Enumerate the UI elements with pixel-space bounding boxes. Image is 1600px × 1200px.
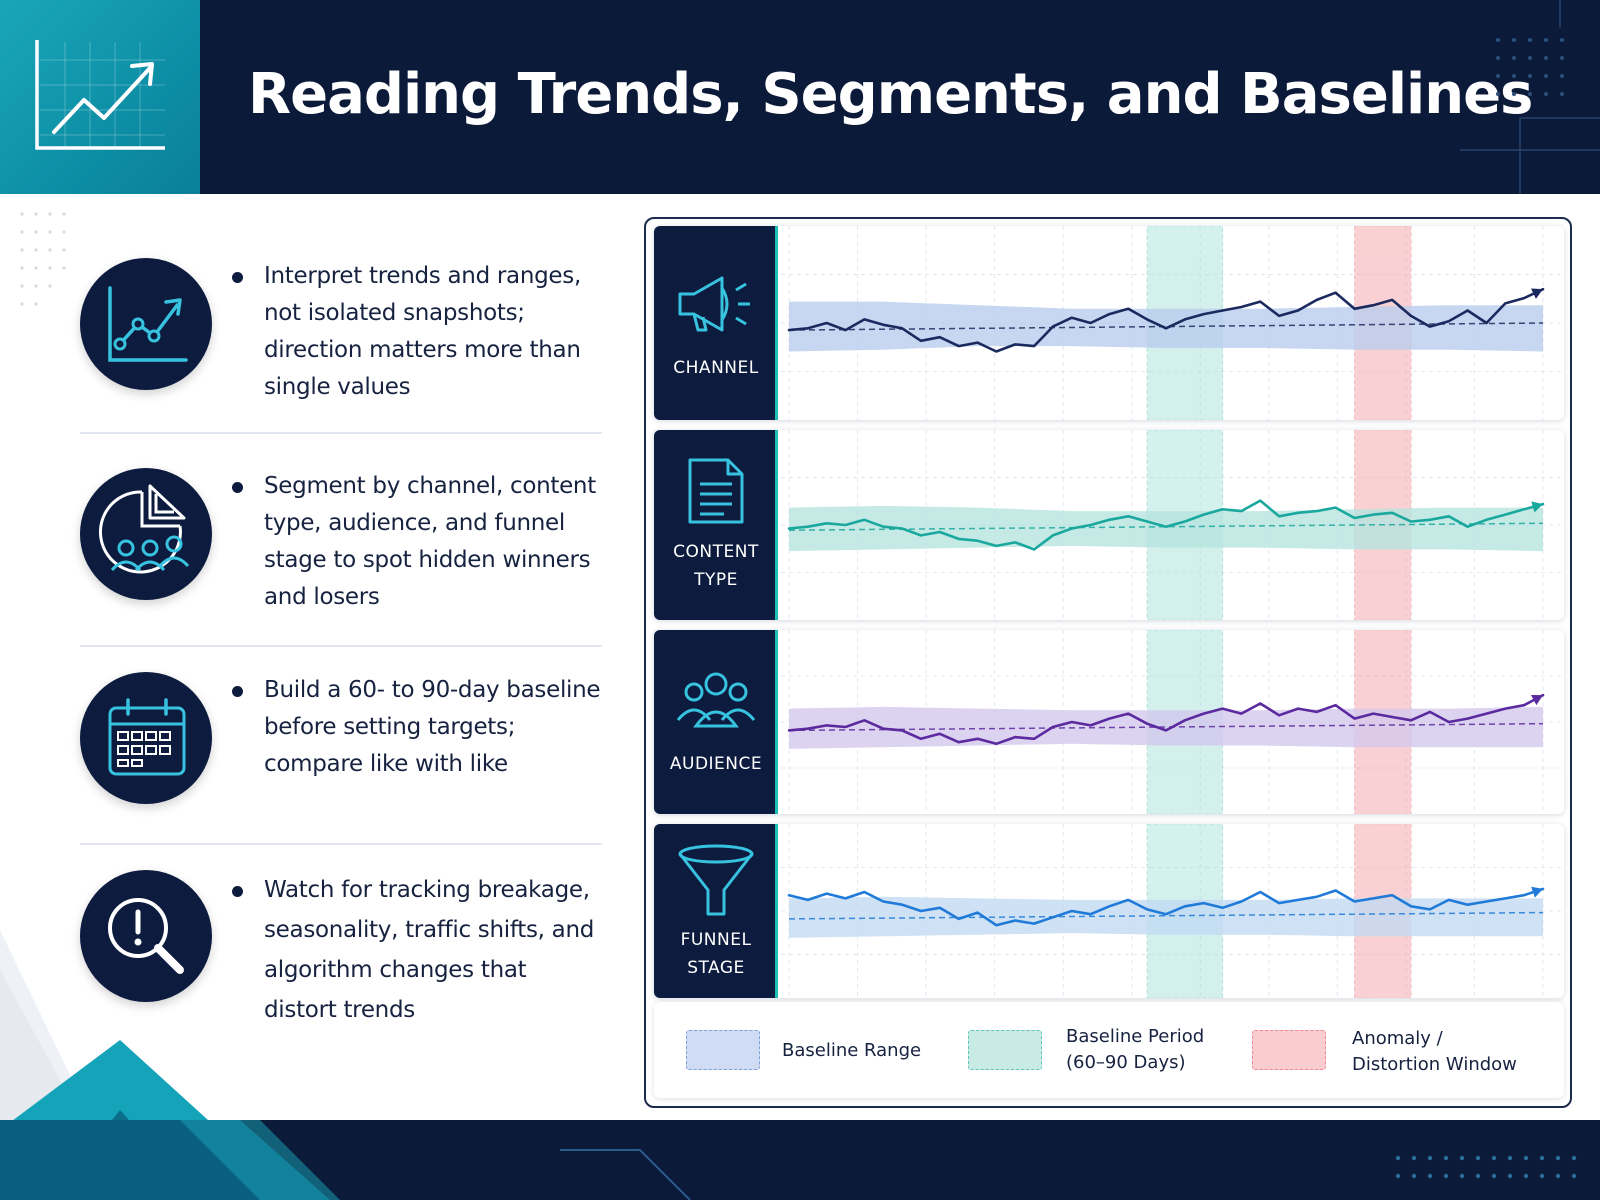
row-label-channel: CHANNEL (654, 226, 778, 420)
header-icon-tile (0, 0, 200, 194)
legend-swatch-baseline-period (968, 1030, 1042, 1070)
legend-label: Baseline Period (60–90 Days) (1066, 1026, 1205, 1073)
series-arrowhead (1531, 288, 1543, 299)
baseline-mean-line (788, 722, 1544, 732)
chart-legend: Baseline Range Baseline Period (60–90 Da… (654, 1002, 1564, 1098)
bullet-item-segments: Segment by channel, content type, audien… (80, 468, 600, 618)
header-banner: Reading Trends, Segments, and Baselines (0, 0, 1600, 194)
row-label-text: FUNNEL STAGE (680, 930, 752, 978)
divider (80, 432, 602, 434)
bullet-item-trends: Interpret trends and ranges, not isolate… (80, 258, 600, 400)
funnel-icon (678, 844, 754, 916)
series-line (787, 693, 1545, 746)
calendar-icon (80, 672, 212, 804)
footer-bar (0, 1120, 1600, 1200)
legend-label: Baseline Range (782, 1040, 922, 1061)
header-dot-grid-decoration (1460, 0, 1600, 194)
row-label-audience: AUDIENCE (654, 630, 778, 814)
row-label-content-type: CONTENT TYPE (654, 430, 778, 620)
footer-decoration (0, 1120, 1577, 1200)
row-chart-channel (781, 226, 1561, 420)
bullet-dot (232, 272, 243, 283)
bullet-text: Interpret trends and ranges, not isolate… (264, 263, 581, 400)
chart-row-content-type: CONTENT TYPE (654, 430, 1564, 620)
series-line (787, 499, 1545, 551)
row-chart-content-type (781, 430, 1561, 620)
row-label-text: CONTENT TYPE (673, 542, 759, 590)
bullet-dot (232, 886, 243, 897)
chart-row-audience: AUDIENCE (654, 630, 1564, 814)
segment-pie-audience-icon (80, 468, 212, 600)
series-arrowhead (1531, 886, 1543, 898)
divider (80, 843, 602, 845)
legend-label: Anomaly / Distortion Window (1352, 1028, 1517, 1075)
page-title: Reading Trends, Segments, and Baselines (248, 62, 1533, 127)
bullet-text: Segment by channel, content type, audien… (264, 473, 596, 610)
baseline-range-band (789, 301, 1543, 352)
chart-row-channel: CHANNEL (654, 226, 1564, 420)
row-chart-audience (781, 630, 1561, 814)
audience-icon (676, 672, 756, 728)
alert-magnifier-icon (80, 870, 212, 1002)
trend-chart-icon (80, 258, 212, 390)
bullet-dot (232, 686, 243, 697)
legend-swatch-baseline-range (686, 1030, 760, 1070)
series-arrowhead (1531, 695, 1543, 706)
series-arrowhead (1531, 501, 1543, 513)
document-icon (688, 458, 744, 524)
baseline-range-band (789, 896, 1543, 938)
trend-chart-icon (35, 40, 165, 150)
series-line (787, 887, 1545, 927)
bullet-item-distortions: Watch for tracking breakage, seasonality… (80, 870, 600, 1030)
row-label-text: AUDIENCE (669, 754, 763, 774)
dot-grid-decoration (20, 212, 66, 306)
baseline-mean-line (788, 522, 1544, 531)
series-line (787, 287, 1545, 353)
row-chart-funnel-stage (781, 824, 1561, 998)
megaphone-icon (678, 276, 750, 332)
row-label-text: CHANNEL (673, 358, 759, 378)
bullet-dot (232, 482, 243, 493)
baseline-mean-line (788, 322, 1544, 331)
baseline-mean-line (788, 911, 1544, 920)
chart-row-funnel-stage: FUNNEL STAGE (654, 824, 1564, 998)
bullet-text: Build a 60- to 90-day baseline before se… (264, 677, 601, 777)
bullet-text: Watch for tracking breakage, seasonality… (264, 877, 595, 1023)
legend-swatch-anomaly (1252, 1030, 1326, 1070)
row-label-funnel-stage: FUNNEL STAGE (654, 824, 778, 998)
bullet-item-baseline: Build a 60- to 90-day baseline before se… (80, 672, 601, 812)
divider (80, 645, 602, 647)
